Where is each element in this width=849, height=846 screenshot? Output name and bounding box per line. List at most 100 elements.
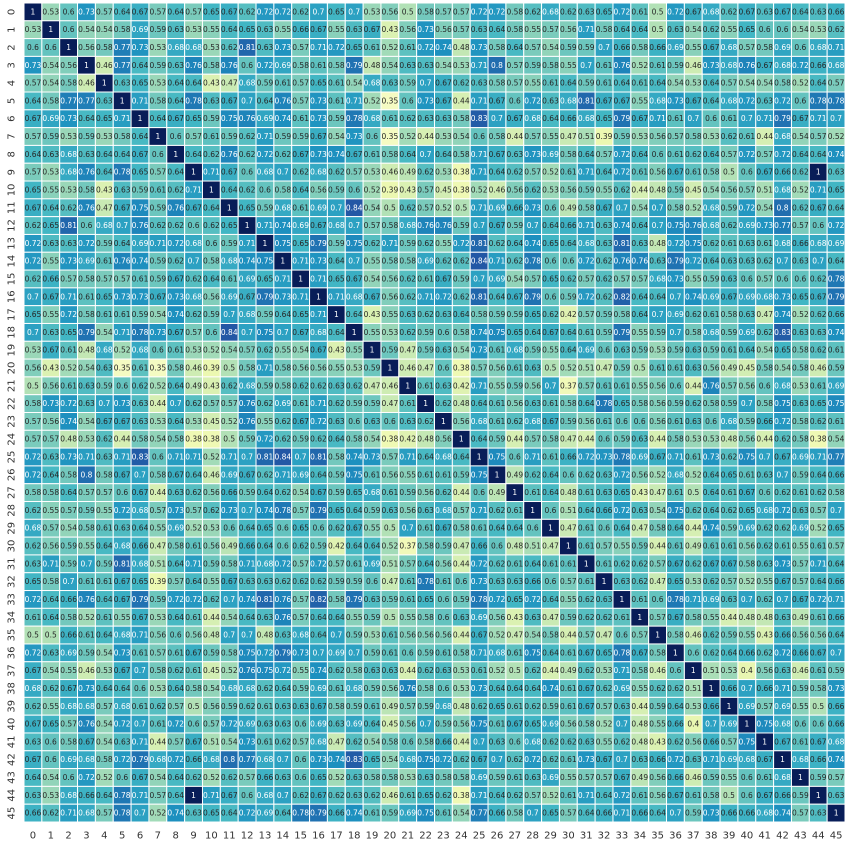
cell-value-label: 0.61: [721, 542, 738, 551]
cell-value-label: 0.57: [292, 737, 309, 746]
cell-value-label: 0.62: [810, 274, 827, 283]
cell-value-label: 0.68: [257, 755, 274, 764]
cell-value-label: 0.62: [578, 470, 595, 479]
cell-value-label: 0.64: [703, 79, 720, 88]
cell-value-label: 0.72: [185, 595, 202, 604]
cell-value-label: 0.62: [150, 221, 167, 230]
cell-value-label: 0.43: [42, 363, 59, 372]
cell-value-label: 0.73: [471, 43, 488, 52]
x-tick-label: 37: [687, 831, 700, 842]
cell-value-label: 0.72: [828, 221, 845, 230]
cell-value-label: 0.64: [221, 185, 238, 194]
cell-value-label: 0.74: [524, 239, 541, 248]
cell-value-label: 0.6: [63, 7, 75, 16]
cell-value-label: 0.38: [185, 435, 202, 444]
cell-value-label: 0.62: [25, 702, 42, 711]
cell-value-label: 0.61: [631, 595, 648, 604]
cell-value-label: 0.53: [150, 613, 167, 622]
cell-value-label: 0.72: [435, 292, 452, 301]
cell-value-label: 0.62: [453, 755, 470, 764]
cell-value-label: 0.68: [114, 702, 131, 711]
cell-value-label: 0.57: [150, 7, 167, 16]
cell-value-label: 0.56: [399, 631, 416, 640]
cell-value-label: 0.48: [60, 435, 77, 444]
cell-value-label: 0.62: [489, 239, 506, 248]
cell-value-label: 0.71: [578, 221, 595, 230]
cell-value-label: 0.59: [614, 132, 631, 141]
cell-value-label: 0.69: [274, 61, 291, 70]
cell-value-label: 0.72: [792, 61, 809, 70]
cell-value-label: 0.78: [132, 328, 149, 337]
cell-value-label: 0.7: [330, 631, 342, 640]
cell-value-label: 0.62: [578, 613, 595, 622]
cell-value-label: 0.63: [435, 310, 452, 319]
cell-value-label: 0.63: [78, 399, 95, 408]
cell-value-label: 0.68: [239, 310, 256, 319]
cell-value-label: 0.62: [756, 257, 773, 266]
cell-value-label: 0.6: [598, 435, 610, 444]
cell-value-label: 0.52: [792, 79, 809, 88]
cell-value-label: 0.64: [96, 595, 113, 604]
cell-value-label: 0.58: [756, 363, 773, 372]
cell-value-label: 0.54: [221, 613, 238, 622]
cell-value-label: 0.57: [399, 702, 416, 711]
cell-value-label: 0.44: [649, 435, 666, 444]
cell-value-label: 0.68: [506, 346, 523, 355]
cell-value-label: 0.65: [596, 7, 613, 16]
cell-value-label: 0.48: [631, 737, 648, 746]
y-tick-label: 14: [7, 255, 18, 268]
cell-value-label: 0.6: [616, 417, 628, 426]
cell-value-label: 0.61: [506, 648, 523, 657]
cell-value-label: 0.76: [614, 61, 631, 70]
cell-value-label: 0.7: [348, 7, 360, 16]
cell-value-label: 0.75: [239, 648, 256, 657]
cell-value-label: 0.58: [167, 363, 184, 372]
cell-value-label: 0.52: [542, 168, 559, 177]
cell-value-label: 0.67: [185, 648, 202, 657]
cell-value-label: 0.55: [596, 737, 613, 746]
cell-value-label: 0.64: [738, 346, 755, 355]
y-tick-label: 8: [7, 151, 18, 157]
cell-value-label: 0.64: [60, 488, 77, 497]
cell-value-label: 0.58: [203, 257, 220, 266]
cell-value-label: 0.65: [203, 809, 220, 818]
cell-value-label: 0.58: [792, 417, 809, 426]
cell-value-label: 0.43: [756, 631, 773, 640]
cell-value-label: 0.65: [417, 595, 434, 604]
cell-value-label: 0.47: [221, 79, 238, 88]
cell-value-label: 0.6: [277, 542, 289, 551]
cell-value-label: 0.7: [830, 648, 842, 657]
cell-value-label: 0.73: [774, 292, 791, 301]
cell-value-label: 0.71: [328, 292, 345, 301]
cell-value-label: 0.69: [721, 755, 738, 764]
cell-value-label: 0.65: [96, 292, 113, 301]
cell-value-label: 0.5: [812, 702, 824, 711]
cell-value-label: 0.61: [506, 702, 523, 711]
cell-value-label: 0.71: [756, 114, 773, 123]
cell-value-label: 0.51: [578, 132, 595, 141]
cell-value-label: 0.72: [774, 506, 791, 515]
cell-value-label: 0.67: [364, 292, 381, 301]
cell-value-label: 0.58: [96, 755, 113, 764]
cell-value-label: 0.63: [596, 595, 613, 604]
cell-value-label: 0.66: [667, 720, 684, 729]
cell-value-label: 0.53: [150, 79, 167, 88]
cell-value-label: 0.68: [132, 559, 149, 568]
cell-value-label: 0.59: [453, 221, 470, 230]
cell-value-label: 0.69: [542, 720, 559, 729]
cell-value-label: 0.55: [721, 773, 738, 782]
cell-value-label: 0.72: [167, 239, 184, 248]
cell-value-label: 0.68: [25, 684, 42, 693]
cell-value-label: 0.46: [685, 61, 702, 70]
cell-value-label: 0.66: [239, 542, 256, 551]
cell-value-label: 0.64: [185, 150, 202, 159]
cell-value-label: 0.62: [167, 666, 184, 675]
cell-value-label: 0.53: [185, 25, 202, 34]
cell-value-label: 0.66: [560, 221, 577, 230]
cell-value-label: 0.64: [167, 168, 184, 177]
cell-value-label: 0.71: [114, 114, 131, 123]
cell-value-label: 0.58: [453, 328, 470, 337]
cell-value-label: 0.7: [313, 648, 325, 657]
cell-value-label: 0.63: [417, 114, 434, 123]
cell-value-label: 0.62: [292, 381, 309, 390]
